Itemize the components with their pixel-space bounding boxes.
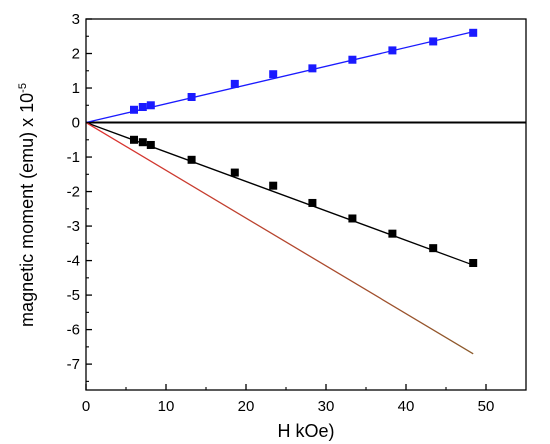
y-tick-label: 1 (72, 80, 80, 97)
plot-area (85, 28, 526, 355)
plot-frame (85, 18, 527, 391)
x-tick-label: 30 (318, 398, 335, 415)
y-tick-label: -1 (67, 149, 80, 166)
x-tick-label: 0 (82, 398, 90, 415)
y-tick-label: -6 (67, 322, 80, 339)
x-axis-title: H kOe) (277, 421, 334, 441)
data-point-series-0 (388, 46, 397, 55)
data-point-series-1 (230, 168, 239, 177)
x-tick-label: 20 (238, 398, 255, 415)
data-point-series-0 (187, 92, 196, 101)
data-point-series-1 (187, 155, 196, 164)
data-point-series-0 (469, 28, 478, 37)
y-tick-label: 0 (72, 115, 80, 132)
data-point-series-1 (388, 229, 397, 238)
data-point-series-1 (469, 258, 478, 267)
data-point-series-0 (230, 79, 239, 88)
x-tick-label: 50 (478, 398, 495, 415)
data-point-series-0 (348, 55, 357, 64)
x-tick-label: 10 (158, 398, 175, 415)
data-point-series-1 (138, 138, 147, 147)
y-tick-label: -4 (67, 253, 80, 270)
data-point-series-1 (269, 181, 278, 190)
data-point-series-0 (130, 105, 138, 114)
data-point-series-1 (130, 135, 138, 144)
y-tick-label: -2 (67, 184, 80, 201)
y-tick-label: 2 (72, 46, 80, 63)
y-axis-title-text: magnetic moment (emu) x 10 (17, 93, 37, 327)
y-tick-label: 3 (72, 11, 80, 28)
y-axis-title-exponent: -5 (17, 83, 29, 93)
data-point-series-1 (146, 140, 155, 149)
data-point-series-0 (138, 103, 147, 112)
reference-line-series-2 (85, 121, 474, 355)
x-tick-label: 40 (398, 398, 415, 415)
data-point-series-0 (269, 70, 278, 79)
y-tick-label: -7 (67, 356, 80, 373)
data-point-series-1 (348, 214, 357, 223)
y-axis-title: magnetic moment (emu) x 10-5 (17, 83, 37, 327)
data-point-series-0 (429, 37, 438, 46)
data-point-series-0 (146, 101, 155, 110)
y-tick-label: -5 (67, 287, 80, 304)
data-point-series-0 (308, 64, 317, 73)
data-point-series-1 (308, 198, 317, 207)
data-point-series-1 (429, 244, 438, 253)
y-tick-label: -3 (67, 218, 80, 235)
